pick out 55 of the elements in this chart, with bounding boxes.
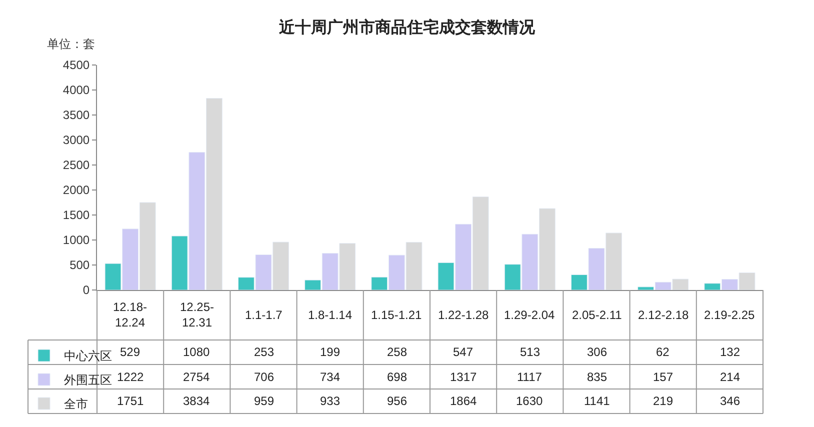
x-tick-label: 1.1-1.7	[245, 308, 283, 322]
data-label: 1317	[450, 370, 478, 384]
legend-label: 中心六区	[64, 349, 112, 364]
x-tick-label: 1.29-2.04	[504, 308, 556, 322]
data-label: 219	[653, 394, 674, 408]
y-tick-label: 1500	[62, 208, 90, 222]
y-tick-label: 3000	[62, 133, 90, 148]
data-label: 62	[656, 345, 670, 359]
data-label: 1864	[450, 394, 478, 408]
x-tick-label: 1.8-1.14	[308, 308, 352, 322]
y-tick-label: 1000	[62, 233, 90, 248]
y-tick-label: 4000	[62, 83, 90, 98]
data-label: 1117	[517, 370, 542, 384]
x-tick-label: 12.25-12.31	[180, 300, 214, 330]
data-label: 199	[320, 345, 340, 359]
data-label: 157	[653, 370, 674, 384]
y-tick-label: 2000	[62, 183, 90, 198]
data-label: 1141	[584, 394, 610, 408]
data-label: 1630	[516, 394, 544, 408]
data-label: 529	[120, 345, 140, 359]
data-label: 214	[720, 370, 740, 384]
x-tick-label: 2.12-2.18	[638, 308, 690, 322]
data-label: 306	[587, 345, 608, 359]
data-label: 346	[720, 394, 740, 408]
data-label: 959	[254, 394, 274, 408]
data-label: 933	[320, 394, 340, 408]
legend-label: 全市	[64, 397, 88, 412]
data-label: 698	[387, 370, 408, 384]
x-tick-label: 1.15-1.21	[371, 308, 422, 322]
data-label: 734	[320, 370, 340, 384]
legend-label: 外围五区	[64, 373, 112, 388]
y-tick-label: 500	[70, 258, 90, 272]
chart-title: 近十周广州市商品住宅成交套数情况	[278, 18, 536, 37]
data-label: 3834	[183, 394, 210, 408]
y-tick-label: 2500	[62, 158, 90, 172]
y-tick-label: 0	[82, 283, 90, 298]
x-tick-label: 2.19-2.25	[704, 308, 756, 322]
data-label: 1080	[183, 345, 210, 359]
x-tick-label: 2.05-2.11	[572, 308, 622, 322]
data-label: 835	[587, 370, 608, 384]
y-tick-label: 4500	[62, 58, 90, 72]
y-tick-label: 3500	[62, 108, 90, 122]
data-label: 956	[387, 394, 408, 408]
data-label: 1751	[117, 394, 144, 408]
data-label: 513	[520, 345, 540, 359]
data-label: 2754	[183, 370, 210, 384]
x-tick-label: 12.18-12.24	[113, 300, 148, 330]
data-label: 132	[720, 345, 740, 359]
x-tick-label: 1.22-1.28	[438, 308, 490, 322]
data-label: 547	[453, 345, 474, 359]
data-label: 1222	[117, 370, 144, 384]
data-label: 706	[254, 370, 274, 384]
data-label: 253	[254, 345, 274, 359]
data-label: 258	[387, 345, 408, 359]
y-axis-title: 单位：套	[47, 37, 95, 51]
